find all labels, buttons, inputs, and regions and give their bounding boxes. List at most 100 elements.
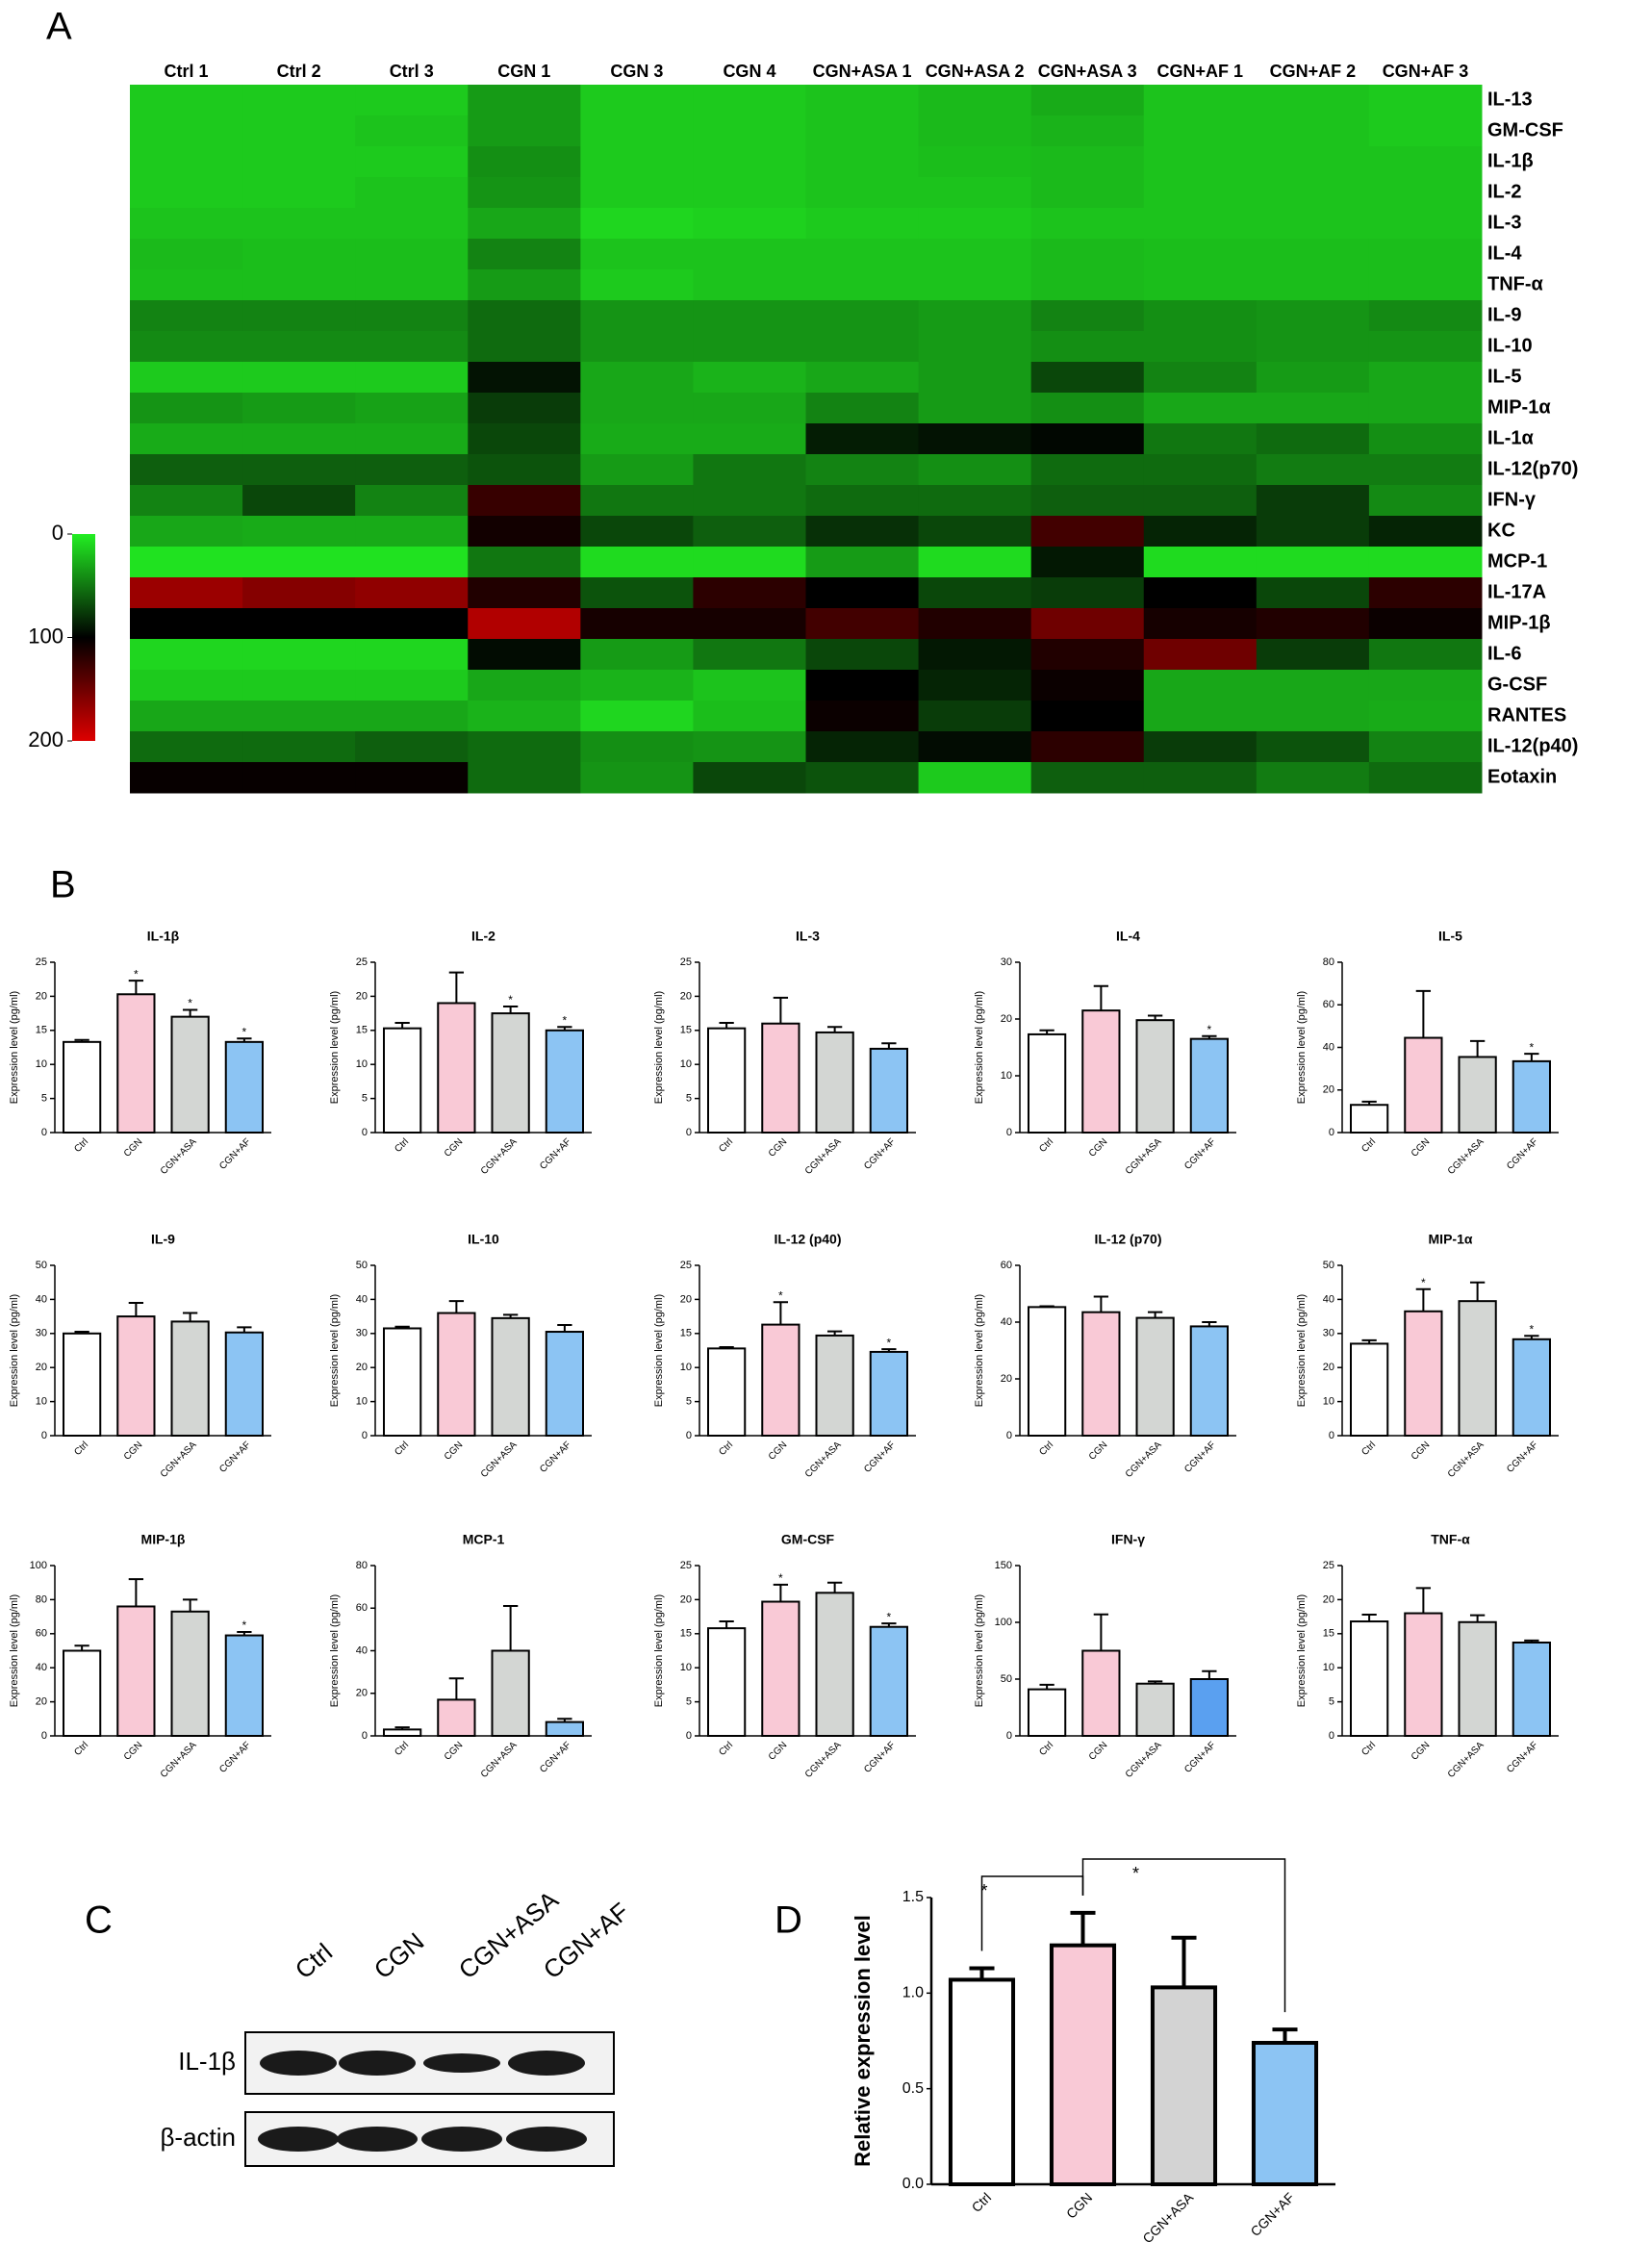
- y-axis-label: Expression level (pg/ml): [653, 1594, 665, 1707]
- heat-cell: [918, 300, 1032, 332]
- row-label: G-CSF: [1487, 674, 1547, 695]
- heat-cell: [130, 177, 243, 209]
- heat-cell: [1256, 762, 1370, 794]
- column-label: CGN+ASA 2: [926, 62, 1025, 81]
- error-bar: [448, 971, 465, 1004]
- y-tick-label: 60: [1323, 999, 1334, 1010]
- bar: [116, 1315, 156, 1437]
- bar: [545, 1331, 584, 1438]
- heat-cell: [1368, 331, 1483, 363]
- heat-cell: [580, 331, 694, 363]
- x-tick-label: CGN: [1063, 2189, 1095, 2221]
- y-axis-label: Expression level (pg/ml): [9, 1294, 20, 1407]
- heat-cell: [1030, 331, 1145, 363]
- y-tick-label: 20: [356, 1362, 368, 1373]
- error-bar: [773, 1301, 789, 1325]
- y-tick-label: 0: [686, 1730, 692, 1742]
- colorbar: [72, 534, 95, 741]
- heat-cell: [242, 300, 356, 332]
- y-tick-label: 5: [686, 1696, 692, 1708]
- bar: [1081, 1009, 1121, 1134]
- column-label: CGN+AF 3: [1383, 62, 1469, 81]
- x-tick-label: CGN+AF: [862, 1440, 898, 1475]
- heat-cell: [693, 208, 806, 240]
- y-tick-label: 80: [356, 1560, 368, 1571]
- x-tick-label: Ctrl: [969, 2189, 995, 2215]
- bar: [707, 1347, 747, 1437]
- y-tick-label: 25: [680, 1560, 692, 1571]
- heat-cell: [580, 516, 694, 548]
- error-bar: [1171, 1935, 1197, 1988]
- heat-cell: [1030, 208, 1145, 240]
- y-tick-label: 40: [356, 1293, 368, 1305]
- significance-star: *: [1132, 1864, 1139, 1883]
- lane-label: CGN: [368, 1926, 430, 1984]
- bar: [1081, 1311, 1121, 1438]
- heat-cell: [805, 454, 920, 486]
- error-bar: [1524, 1335, 1539, 1339]
- y-tick-label: 150: [995, 1560, 1012, 1571]
- heat-cell: [130, 331, 243, 363]
- heat-cell: [693, 115, 806, 147]
- error-bar: [969, 1966, 995, 1980]
- heat-cell: [918, 393, 1032, 424]
- bar: [437, 1002, 476, 1134]
- error-bar: [1202, 1034, 1217, 1039]
- x-tick-label: CGN+ASA: [1124, 1136, 1164, 1177]
- y-tick-label: 15: [680, 1025, 692, 1036]
- error-bar: [1415, 989, 1432, 1038]
- bar: [63, 1332, 102, 1438]
- bar: [869, 1625, 908, 1737]
- heat-cell: [1256, 208, 1370, 240]
- y-tick-label: 25: [680, 956, 692, 968]
- y-tick-label: 15: [36, 1025, 47, 1036]
- heat-cell: [1256, 177, 1370, 209]
- heat-cell: [468, 423, 581, 455]
- band: [423, 2053, 500, 2073]
- y-tick-label: 0: [362, 1430, 368, 1441]
- row-label: MCP-1: [1487, 550, 1547, 572]
- y-tick-label: 50: [1001, 1673, 1012, 1685]
- error-bar: [394, 1325, 410, 1329]
- chart-title: IFN-γ: [1111, 1532, 1145, 1547]
- x-tick-label: CGN+ASA: [803, 1136, 844, 1177]
- error-bar: [394, 1726, 410, 1730]
- error-bar: [502, 1313, 519, 1318]
- y-tick-label: 0: [41, 1127, 47, 1138]
- error-bar: [237, 1037, 252, 1042]
- heat-cell: [805, 177, 920, 209]
- y-tick-label: 25: [680, 1260, 692, 1271]
- x-tick-label: CGN+ASA: [803, 1440, 844, 1480]
- y-tick-label: 5: [41, 1093, 47, 1105]
- heat-cell: [805, 731, 920, 763]
- row-label: IL-9: [1487, 304, 1522, 325]
- heat-cell: [1256, 670, 1370, 701]
- heat-cell: [580, 485, 694, 517]
- heat-cell: [242, 146, 356, 178]
- row-label: RANTES: [1487, 704, 1566, 726]
- bar: [1404, 1036, 1443, 1134]
- error-bar: [182, 1008, 198, 1017]
- heat-cell: [1143, 516, 1258, 548]
- heat-cell: [1030, 577, 1145, 609]
- heat-cell: [1256, 269, 1370, 301]
- heat-cell: [468, 115, 581, 147]
- heat-cell: [1256, 701, 1370, 732]
- heat-cell: [1030, 393, 1145, 424]
- heat-cell: [1143, 454, 1258, 486]
- heat-cell: [355, 362, 469, 394]
- heat-cell: [580, 393, 694, 424]
- heat-cell: [580, 547, 694, 578]
- heat-cell: [242, 208, 356, 240]
- error-bar: [182, 1598, 198, 1612]
- error-bar: [1039, 1683, 1054, 1690]
- y-tick-label: 40: [36, 1293, 47, 1305]
- error-bar: [1093, 1295, 1109, 1312]
- heat-cell: [580, 577, 694, 609]
- bar: [1512, 1338, 1551, 1437]
- heat-cell: [468, 639, 581, 671]
- error-bar: [1361, 1100, 1377, 1106]
- heat-cell: [1256, 362, 1370, 394]
- x-tick-label: Ctrl: [1037, 1136, 1055, 1155]
- bar: [815, 1031, 854, 1134]
